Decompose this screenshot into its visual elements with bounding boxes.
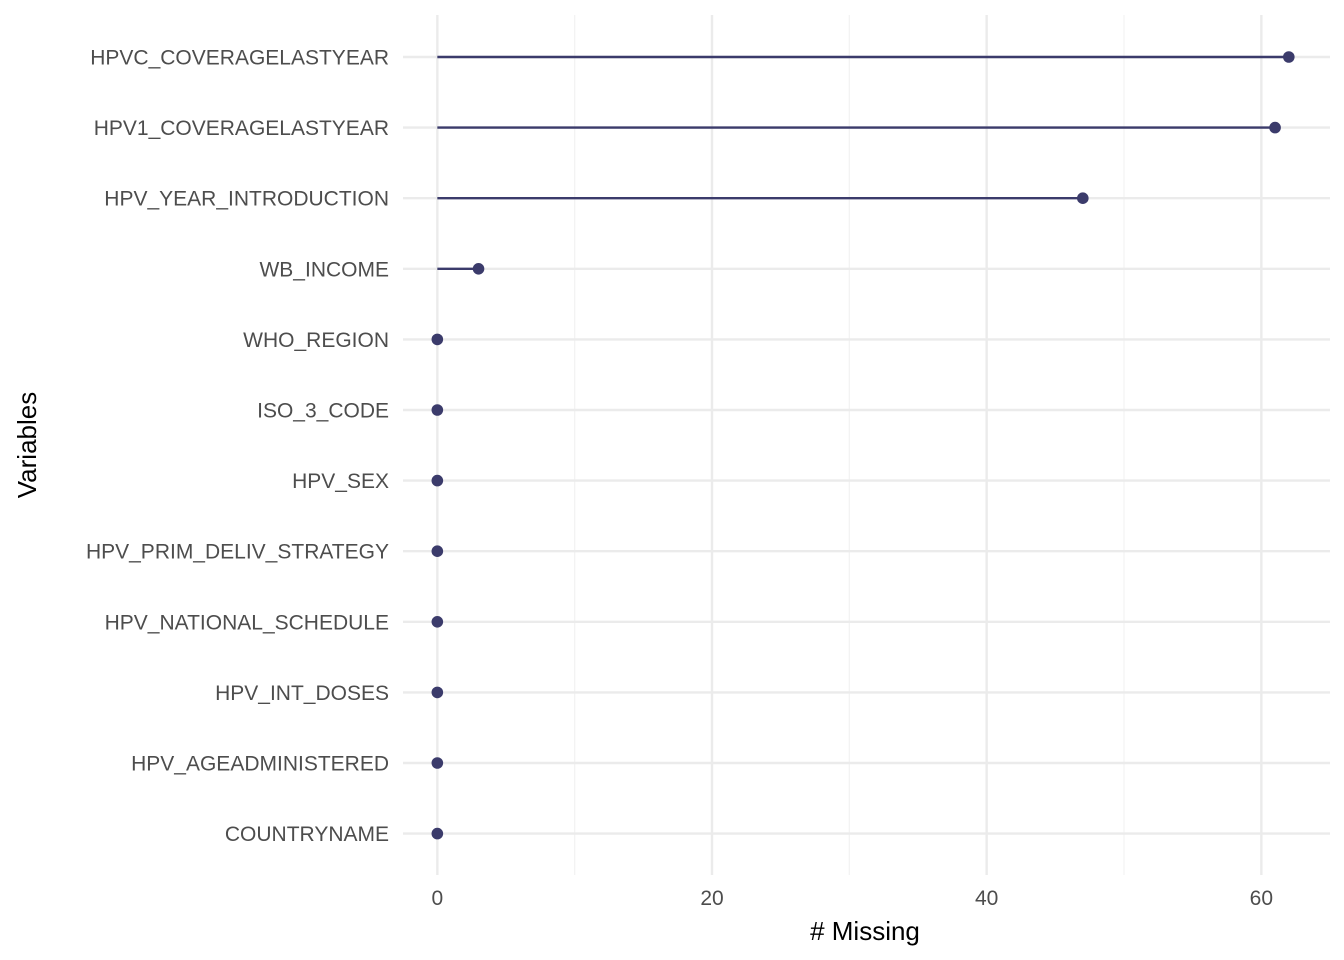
lollipop-point <box>431 474 444 487</box>
y-tick-label: HPV_AGEADMINISTERED <box>131 753 389 776</box>
lollipop-point <box>431 616 444 628</box>
lollipop-point <box>472 263 485 275</box>
tick-labels: HPVC_COVERAGELASTYEAR HPV1_COVERAGELASTYE… <box>86 47 1273 911</box>
x-tick-label: 40 <box>975 887 998 910</box>
y-axis-title: Variables <box>12 392 42 498</box>
y-tick-label: HPV_SEX <box>292 470 389 493</box>
x-tick-label: 0 <box>431 887 443 910</box>
lollipop-point <box>1269 121 1281 134</box>
y-tick-label: HPV_PRIM_DELIV_STRATEGY <box>86 541 389 564</box>
x-tick-label: 60 <box>1250 887 1273 910</box>
lollipop-point <box>1283 51 1295 63</box>
lollipop-point <box>431 545 444 557</box>
y-tick-label: HPV1_COVERAGELASTYEAR <box>94 117 389 140</box>
y-tick-label: ISO_3_CODE <box>257 400 389 423</box>
lollipop-point <box>431 827 444 840</box>
lollipop-point <box>431 404 444 416</box>
y-tick-label: WB_INCOME <box>259 258 389 281</box>
lollipop-point <box>431 757 444 769</box>
lollipop-point <box>431 686 444 699</box>
grid-lines <box>403 15 1330 875</box>
data-marks <box>431 51 1295 840</box>
y-tick-label: HPV_YEAR_INTRODUCTION <box>104 188 389 211</box>
y-tick-label: WHO_REGION <box>243 329 389 352</box>
x-axis-title: # Missing <box>810 916 920 946</box>
y-tick-label: HPVC_COVERAGELASTYEAR <box>90 47 389 70</box>
y-tick-label: HPV_NATIONAL_SCHEDULE <box>105 611 389 634</box>
lollipop-point <box>431 333 444 346</box>
y-tick-label: COUNTRYNAME <box>225 823 389 846</box>
lollipop-point <box>1077 192 1089 204</box>
y-tick-label: HPV_INT_DOSES <box>215 682 389 705</box>
x-tick-label: 20 <box>700 887 723 910</box>
